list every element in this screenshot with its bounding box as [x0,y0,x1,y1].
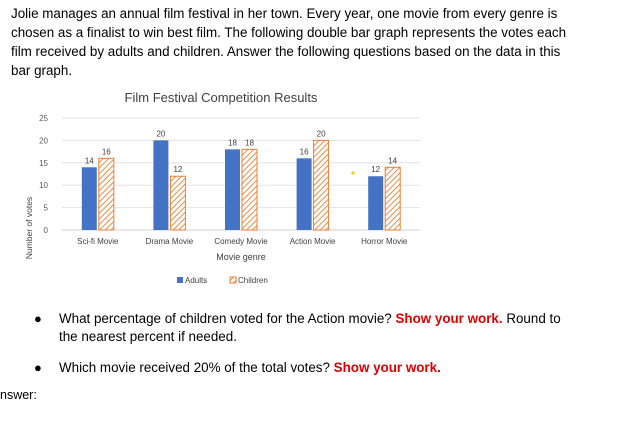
data-label: 18 [245,138,254,147]
y-tick-label: 10 [39,181,48,190]
legend-swatch-adults [177,277,183,283]
answer-label: nswer: [0,388,37,402]
problem-intro: Jolie manages an annual film festival in… [11,6,567,78]
question-1-emphasis: Show your work. [395,311,503,326]
data-label: 16 [102,147,111,156]
x-tick-label: Action Movie [290,237,336,246]
y-tick-label: 0 [44,226,49,235]
question-1-after: Round to the nearest percent if needed. [59,311,561,344]
bar-children-action-movie [313,139,330,231]
y-tick-label: 15 [39,159,48,168]
y-axis-label: Number of votes [24,197,34,259]
bar-children-horror-movie [384,166,401,231]
bar-children-sci-fi-movie [98,157,115,231]
data-label: 20 [317,129,326,138]
bar-adults-sci-fi-movie [81,167,97,230]
data-label: 14 [85,156,94,165]
y-tick-label: 5 [44,204,49,213]
data-label: 20 [156,129,165,138]
data-label: 12 [173,165,182,174]
question-2-text: Which movie received 20% of the total vo… [59,360,334,375]
chart-title: Film Festival Competition Results [125,90,318,105]
bar-children-drama-movie [169,175,186,231]
x-tick-label: Sci-fi Movie [77,237,119,246]
bar-adults-comedy-movie [225,149,240,230]
question-2-emphasis: Show your work. [333,360,441,375]
bar-adults-action-movie [296,158,312,230]
bar-children-comedy-movie [241,148,258,231]
x-axis-label: Movie genre [216,252,266,262]
chart-svg: Film Festival Competition Results Number… [24,90,420,285]
bullet-icon: ● [34,360,42,375]
data-label: 14 [388,156,397,165]
question-1-text: What percentage of children voted for th… [59,311,396,326]
y-tick-label: 25 [39,114,48,123]
x-tick-label: Comedy Movie [214,237,268,246]
bar-adults-horror-movie [368,176,384,230]
legend-label-children: Children [238,276,268,285]
legend-swatch-children [229,276,237,284]
bar-adults-drama-movie [153,140,169,230]
data-label: 12 [371,165,380,174]
data-label: 16 [300,147,309,156]
bar-chart: Film Festival Competition Results Number… [0,80,440,295]
bullet-icon: ● [34,311,42,326]
data-label: 18 [228,138,237,147]
x-tick-label: Horror Movie [361,237,408,246]
stray-dot [351,171,355,175]
x-tick-label: Drama Movie [146,237,194,246]
legend-label-adults: Adults [185,276,207,285]
y-tick-label: 20 [39,136,48,145]
